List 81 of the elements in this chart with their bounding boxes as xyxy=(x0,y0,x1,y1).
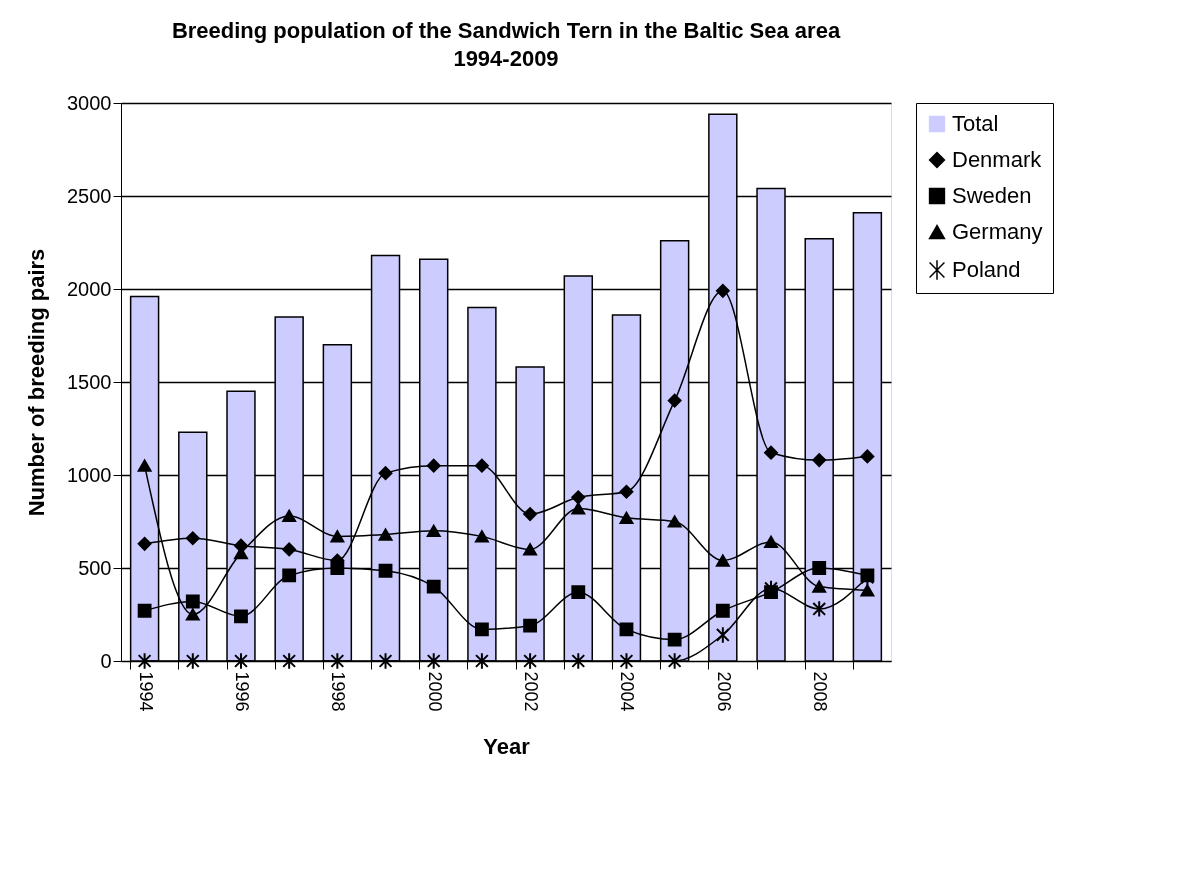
point xyxy=(282,652,297,670)
point xyxy=(378,563,393,578)
legend-label: Germany xyxy=(952,219,1043,244)
y-tick-label: 0 xyxy=(100,649,112,672)
point xyxy=(185,608,200,621)
legend-label: Total xyxy=(952,111,999,136)
x-tick-label: 2004 xyxy=(617,671,638,712)
point xyxy=(812,600,827,618)
point xyxy=(860,584,875,597)
x-tick-label: 1996 xyxy=(231,671,252,712)
x-tick-label: 2006 xyxy=(713,671,734,712)
point xyxy=(715,603,730,618)
point xyxy=(426,524,441,537)
point xyxy=(185,531,200,546)
point xyxy=(523,543,538,556)
point xyxy=(426,458,441,473)
chart-title: Breeding population of the Sandwich Tern in the Baltic Sea area xyxy=(171,18,841,43)
point xyxy=(282,568,297,583)
point xyxy=(619,511,634,524)
point xyxy=(523,652,538,670)
y-tick-label: 2500 xyxy=(67,184,112,207)
x-tick-label: 1998 xyxy=(328,671,349,712)
point xyxy=(812,453,827,468)
point xyxy=(426,652,441,670)
y-axis-title: Number of breeding pairs xyxy=(24,248,50,517)
point xyxy=(137,652,152,670)
point xyxy=(378,466,393,481)
point xyxy=(282,542,297,557)
point xyxy=(812,561,827,575)
x-tick-label: 1994 xyxy=(135,671,156,712)
x-axis-title: Year xyxy=(483,733,531,759)
point xyxy=(234,609,248,624)
point xyxy=(571,585,586,600)
chart-subtitle: 1994-2009 xyxy=(453,46,559,71)
point xyxy=(185,652,200,670)
y-tick-label: 3000 xyxy=(67,91,112,114)
point xyxy=(330,561,345,575)
y-tick-label: 500 xyxy=(78,556,112,579)
point xyxy=(715,283,730,298)
point xyxy=(474,530,489,543)
x-tick-label: 2008 xyxy=(810,671,831,712)
point xyxy=(812,580,827,593)
point xyxy=(715,626,730,644)
point xyxy=(330,652,345,670)
point xyxy=(860,449,875,464)
point xyxy=(378,528,393,541)
point xyxy=(667,393,682,408)
point xyxy=(523,507,538,521)
point xyxy=(474,458,489,473)
y-tick-label: 1000 xyxy=(67,463,112,486)
point xyxy=(426,579,441,594)
point xyxy=(764,445,778,460)
point xyxy=(282,509,297,523)
point xyxy=(137,459,152,472)
point xyxy=(137,603,152,618)
y-tick-label: 2000 xyxy=(67,277,112,300)
point xyxy=(571,652,586,670)
point xyxy=(474,652,489,670)
x-tick-label: 2000 xyxy=(424,671,445,712)
point xyxy=(330,530,345,543)
point xyxy=(667,515,682,528)
point xyxy=(234,652,248,670)
point xyxy=(619,484,634,499)
point xyxy=(137,536,152,551)
y-tick-label: 1500 xyxy=(67,370,112,393)
point xyxy=(764,535,778,549)
point xyxy=(619,652,634,670)
point xyxy=(378,652,393,670)
point xyxy=(619,622,634,637)
point xyxy=(185,594,200,609)
point xyxy=(523,618,538,633)
point xyxy=(667,632,682,647)
point xyxy=(571,490,586,505)
legend-label: Poland xyxy=(952,257,1021,282)
x-tick-label: 2002 xyxy=(521,671,542,712)
point xyxy=(715,554,730,567)
point xyxy=(667,652,682,670)
point xyxy=(571,502,586,515)
legend-label: Denmark xyxy=(952,147,1043,172)
legend-label: Sweden xyxy=(952,183,1032,208)
point xyxy=(474,622,489,637)
